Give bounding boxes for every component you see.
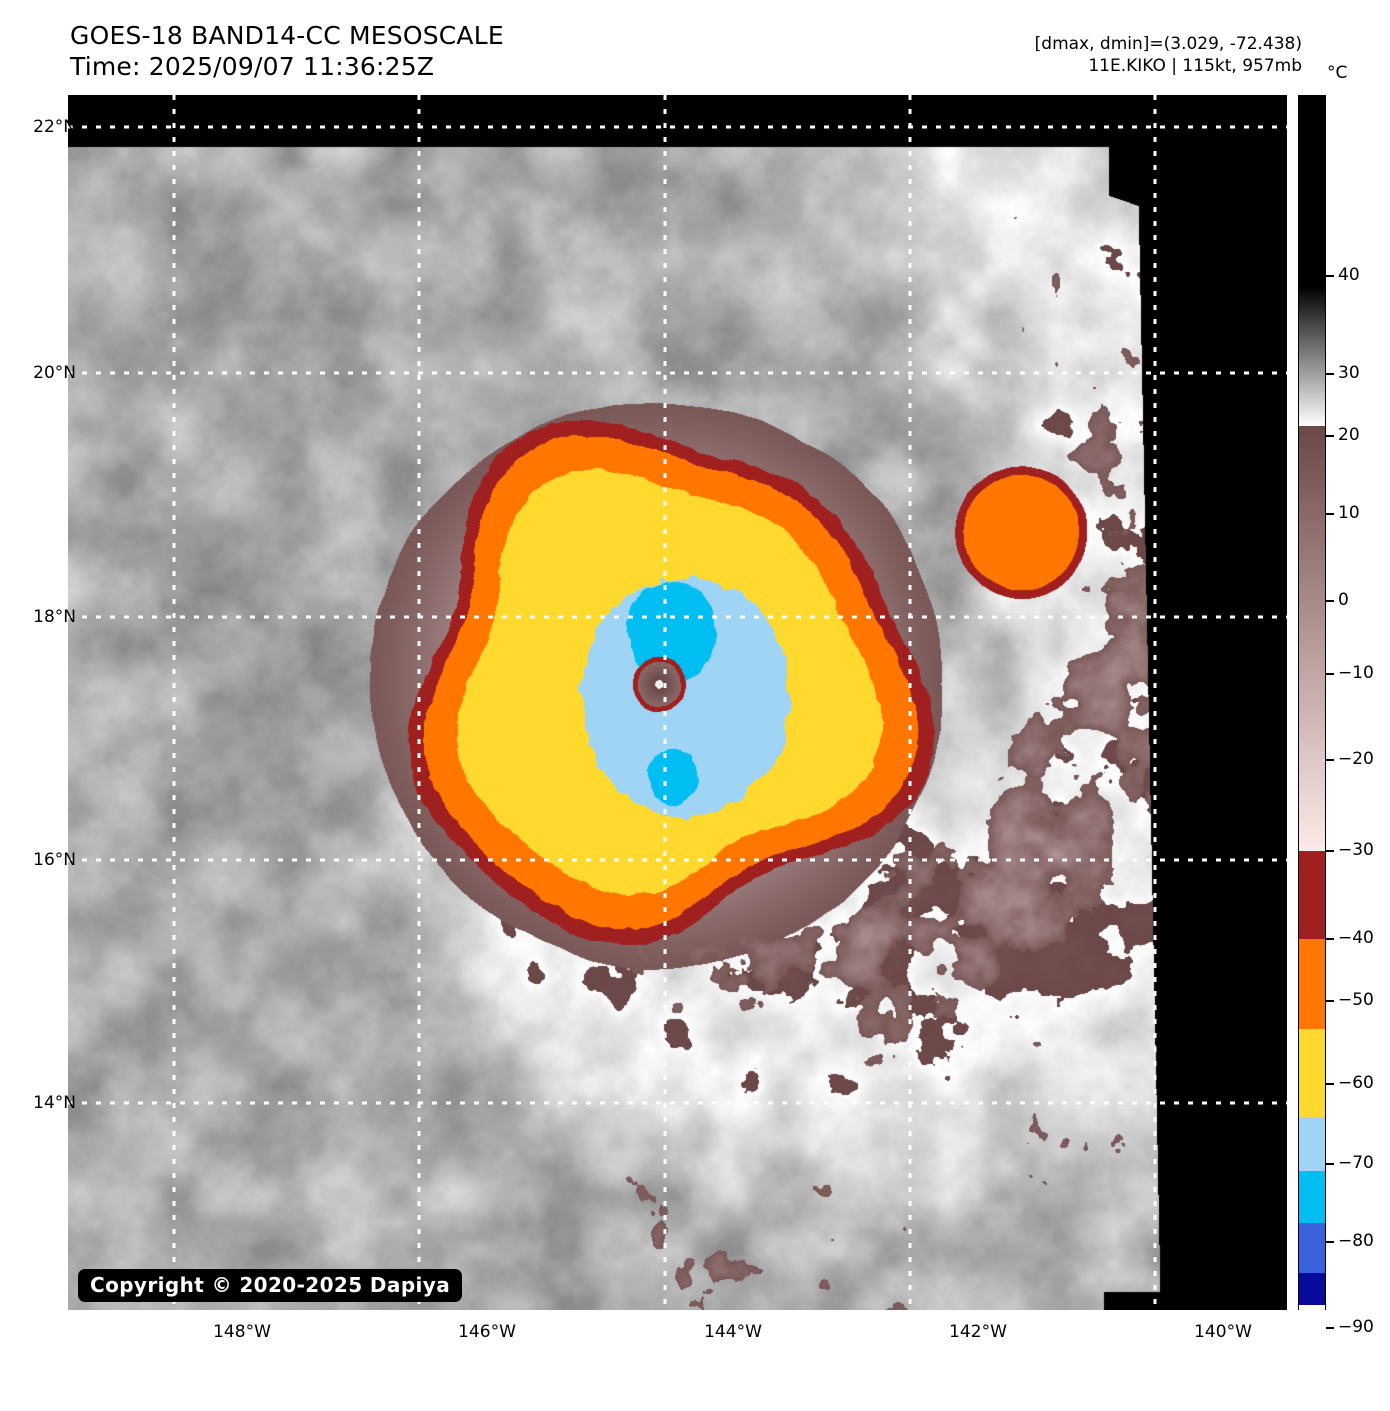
- colorbar-tick-label-6: −20: [1338, 749, 1374, 769]
- colorbar-segment-yellow: [1299, 1029, 1325, 1117]
- colorbar-segment-black-to-white: [1299, 286, 1325, 426]
- colorbar-tick-mark-0: [1326, 275, 1334, 277]
- colorbar-tick-mark-1: [1326, 373, 1334, 375]
- colorbar-tick-label-12: −80: [1338, 1231, 1374, 1251]
- colorbar-segment-cyan: [1299, 1171, 1325, 1223]
- lon-tick-label-4: 140°W: [1194, 1322, 1252, 1342]
- colorbar-segment-black-top: [1299, 96, 1325, 286]
- colorbar-tick-mark-3: [1326, 513, 1334, 515]
- satellite-image-panel[interactable]: Copyright © 2020-2025 Dapiya: [68, 95, 1287, 1310]
- header-annotations: [dmax, dmin]=(3.029, -72.438) 11E.KIKO |…: [1035, 33, 1302, 77]
- lat-tick-label-2: 18°N: [33, 607, 76, 627]
- lat-lon-gridlines: [68, 95, 1287, 1310]
- colorbar-segment-blue: [1299, 1223, 1325, 1273]
- storm-annotation: 11E.KIKO | 115kt, 957mb: [1088, 56, 1302, 76]
- colorbar-tick-label-0: 40: [1338, 265, 1360, 285]
- colorbar-segment-dark-red: [1299, 851, 1325, 939]
- lat-tick-label-4: 14°N: [33, 1093, 76, 1113]
- temperature-colorbar[interactable]: [1298, 95, 1326, 1411]
- colorbar-tick-mark-11: [1326, 1163, 1334, 1165]
- lat-tick-label-1: 20°N: [33, 363, 76, 383]
- colorbar-tick-label-10: −60: [1338, 1073, 1374, 1093]
- colorbar-tick-label-4: 0: [1338, 590, 1349, 610]
- colorbar-tick-mark-6: [1326, 759, 1334, 761]
- lon-tick-label-1: 146°W: [458, 1322, 516, 1342]
- colorbar-segment-orange: [1299, 939, 1325, 1029]
- lon-tick-label-3: 142°W: [949, 1322, 1007, 1342]
- colorbar-tick-label-1: 30: [1338, 363, 1360, 383]
- colorbar-unit-label: °C: [1327, 63, 1348, 83]
- colorbar-segment-light-blue: [1299, 1117, 1325, 1171]
- colorbar-segment-white-bottom: [1299, 1305, 1325, 1411]
- colorbar-tick-label-2: 20: [1338, 425, 1360, 445]
- colorbar-tick-mark-5: [1326, 673, 1334, 675]
- colorbar-tick-label-3: 10: [1338, 503, 1360, 523]
- lat-tick-label-3: 16°N: [33, 850, 76, 870]
- colorbar-tick-mark-12: [1326, 1241, 1334, 1243]
- colorbar-tick-mark-8: [1326, 938, 1334, 940]
- title-line-time: Time: 2025/09/07 11:36:25Z: [70, 52, 435, 81]
- colorbar-tick-label-7: −30: [1338, 840, 1374, 860]
- colorbar-tick-label-11: −70: [1338, 1153, 1374, 1173]
- lon-tick-label-0: 148°W: [213, 1322, 271, 1342]
- lat-tick-label-0: 22°N: [33, 117, 76, 137]
- colorbar-tick-mark-9: [1326, 1000, 1334, 1002]
- copyright-watermark: Copyright © 2020-2025 Dapiya: [78, 1269, 463, 1302]
- page-title: GOES-18 BAND14-CC MESOSCALE Time: 2025/0…: [70, 20, 504, 82]
- satellite-imagery: [68, 95, 1287, 1310]
- lon-tick-label-2: 144°W: [704, 1322, 762, 1342]
- title-line-product: GOES-18 BAND14-CC MESOSCALE: [70, 21, 504, 50]
- colorbar-tick-mark-7: [1326, 850, 1334, 852]
- colorbar-tick-label-13: −90: [1338, 1317, 1374, 1337]
- colorbar-segment-navy: [1299, 1273, 1325, 1305]
- colorbar-tick-mark-2: [1326, 435, 1334, 437]
- colorbar-segment-brown-to-pink: [1299, 426, 1325, 851]
- colorbar-tick-label-9: −50: [1338, 990, 1374, 1010]
- colorbar-tick-label-5: −10: [1338, 663, 1374, 683]
- dmax-dmin-annotation: [dmax, dmin]=(3.029, -72.438): [1034, 34, 1302, 54]
- colorbar-tick-mark-10: [1326, 1083, 1334, 1085]
- colorbar-tick-mark-13: [1326, 1327, 1334, 1329]
- colorbar-tick-mark-4: [1326, 600, 1334, 602]
- colorbar-tick-label-8: −40: [1338, 928, 1374, 948]
